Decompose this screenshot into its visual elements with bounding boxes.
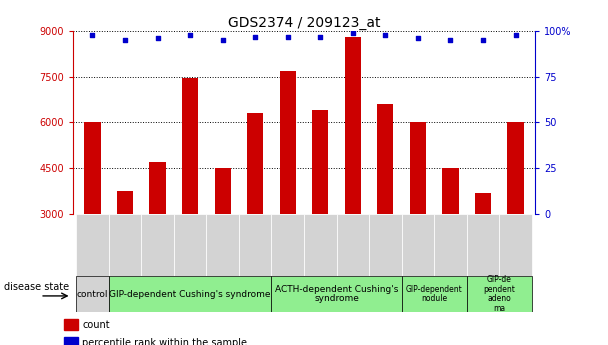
Bar <box>150 162 166 214</box>
Bar <box>109 214 141 276</box>
Text: ACTH-dependent Cushing's
syndrome: ACTH-dependent Cushing's syndrome <box>275 285 398 304</box>
Bar <box>206 214 239 276</box>
Point <box>153 36 162 41</box>
Bar <box>369 214 402 276</box>
Bar <box>337 214 369 276</box>
Point <box>413 36 423 41</box>
Bar <box>499 214 532 276</box>
Point <box>250 34 260 39</box>
Bar <box>109 276 271 312</box>
Bar <box>174 214 206 276</box>
Point <box>120 37 130 43</box>
Bar <box>304 214 337 276</box>
Point <box>185 32 195 38</box>
Text: control: control <box>77 289 108 299</box>
Bar <box>467 214 499 276</box>
Text: percentile rank within the sample: percentile rank within the sample <box>82 338 247 345</box>
Bar <box>247 113 263 214</box>
Bar <box>345 37 361 214</box>
Bar <box>215 168 231 214</box>
Bar <box>76 214 109 276</box>
Bar <box>182 78 198 214</box>
Bar <box>280 71 296 214</box>
Text: GIP-dependent Cushing's syndrome: GIP-dependent Cushing's syndrome <box>109 289 271 299</box>
Text: count: count <box>82 319 109 329</box>
Point <box>316 34 325 39</box>
Bar <box>64 337 77 345</box>
Bar <box>410 122 426 214</box>
Point <box>381 32 390 38</box>
Point <box>218 37 227 43</box>
Text: disease state: disease state <box>4 282 69 292</box>
Point <box>446 37 455 43</box>
Bar <box>141 214 174 276</box>
Bar <box>117 191 133 214</box>
Bar <box>85 122 100 214</box>
Bar <box>434 214 467 276</box>
Bar <box>402 276 467 312</box>
Bar <box>467 276 532 312</box>
Bar <box>442 168 458 214</box>
Bar <box>271 214 304 276</box>
Text: GIP-de
pendent
adeno
ma: GIP-de pendent adeno ma <box>483 275 515 313</box>
Point <box>283 34 292 39</box>
Text: GIP-dependent
nodule: GIP-dependent nodule <box>406 285 463 304</box>
Point <box>88 32 97 38</box>
Point <box>348 30 358 36</box>
Title: GDS2374 / 209123_at: GDS2374 / 209123_at <box>228 16 380 30</box>
Point <box>478 37 488 43</box>
Bar <box>402 214 434 276</box>
Bar <box>271 276 402 312</box>
Bar <box>475 193 491 214</box>
Bar <box>64 319 77 330</box>
Bar <box>312 110 328 214</box>
Bar <box>508 122 523 214</box>
Bar <box>76 276 109 312</box>
Bar <box>377 104 393 214</box>
Point <box>511 32 520 38</box>
Bar <box>239 214 271 276</box>
